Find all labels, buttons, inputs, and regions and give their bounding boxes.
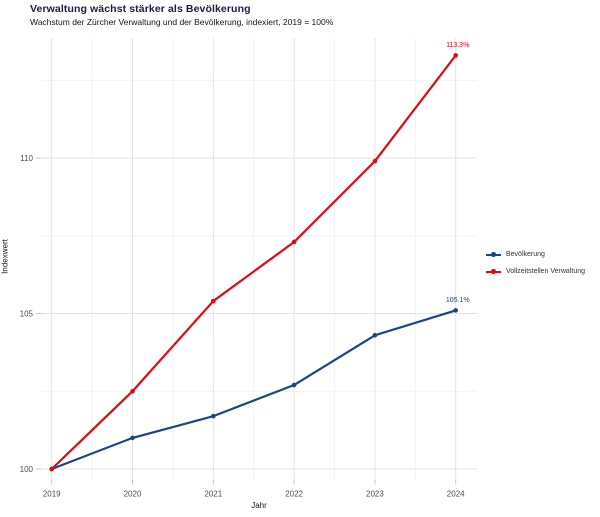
y-axis-title: Indexwert [0,239,10,274]
data-point [130,388,135,394]
x-tick-label: 2020 [124,490,142,499]
series-end-label: 105.1% [446,297,470,304]
y-tick-label: 110 [20,154,33,163]
data-point [291,382,297,388]
legend-label: Vollzeitstellen Verwaltung [506,268,585,275]
chart-subtitle: Wachstum der Zürcher Verwaltung und der … [30,17,334,27]
series-end-label: 113.3% [446,42,469,49]
data-point [453,53,459,58]
y-tick-label: 105 [20,309,34,318]
y-tick-label: 100 [20,465,34,474]
data-point [49,466,54,472]
chart-legend: Bevölkerung Vollzeitstellen Verwaltung [486,246,585,280]
x-axis-title: Jahr [251,501,267,510]
data-point [211,298,216,304]
data-point [372,332,378,338]
series-line-0 [50,309,457,471]
legend-item-bevoelkerung: Bevölkerung [486,246,585,263]
data-point [211,413,216,419]
x-tick-label: 2021 [204,490,222,499]
chart-title: Verwaltung wächst stärker als Bevölkerun… [30,3,251,15]
line-point-swatch-icon [486,250,501,259]
legend-item-vollzeitstellen-verwaltung: Vollzeitstellen Verwaltung [486,263,585,280]
x-tick-label: 2022 [285,490,303,499]
data-point [130,435,135,441]
data-point [291,239,297,245]
x-tick-label: 2019 [43,490,61,499]
line-point-swatch-icon [486,267,501,276]
x-tick-label: 2024 [447,490,465,499]
data-point [372,158,378,164]
x-tick-label: 2023 [366,490,384,499]
legend-label: Bevölkerung [506,251,545,258]
data-point [453,308,459,313]
series-line-1 [50,54,457,471]
